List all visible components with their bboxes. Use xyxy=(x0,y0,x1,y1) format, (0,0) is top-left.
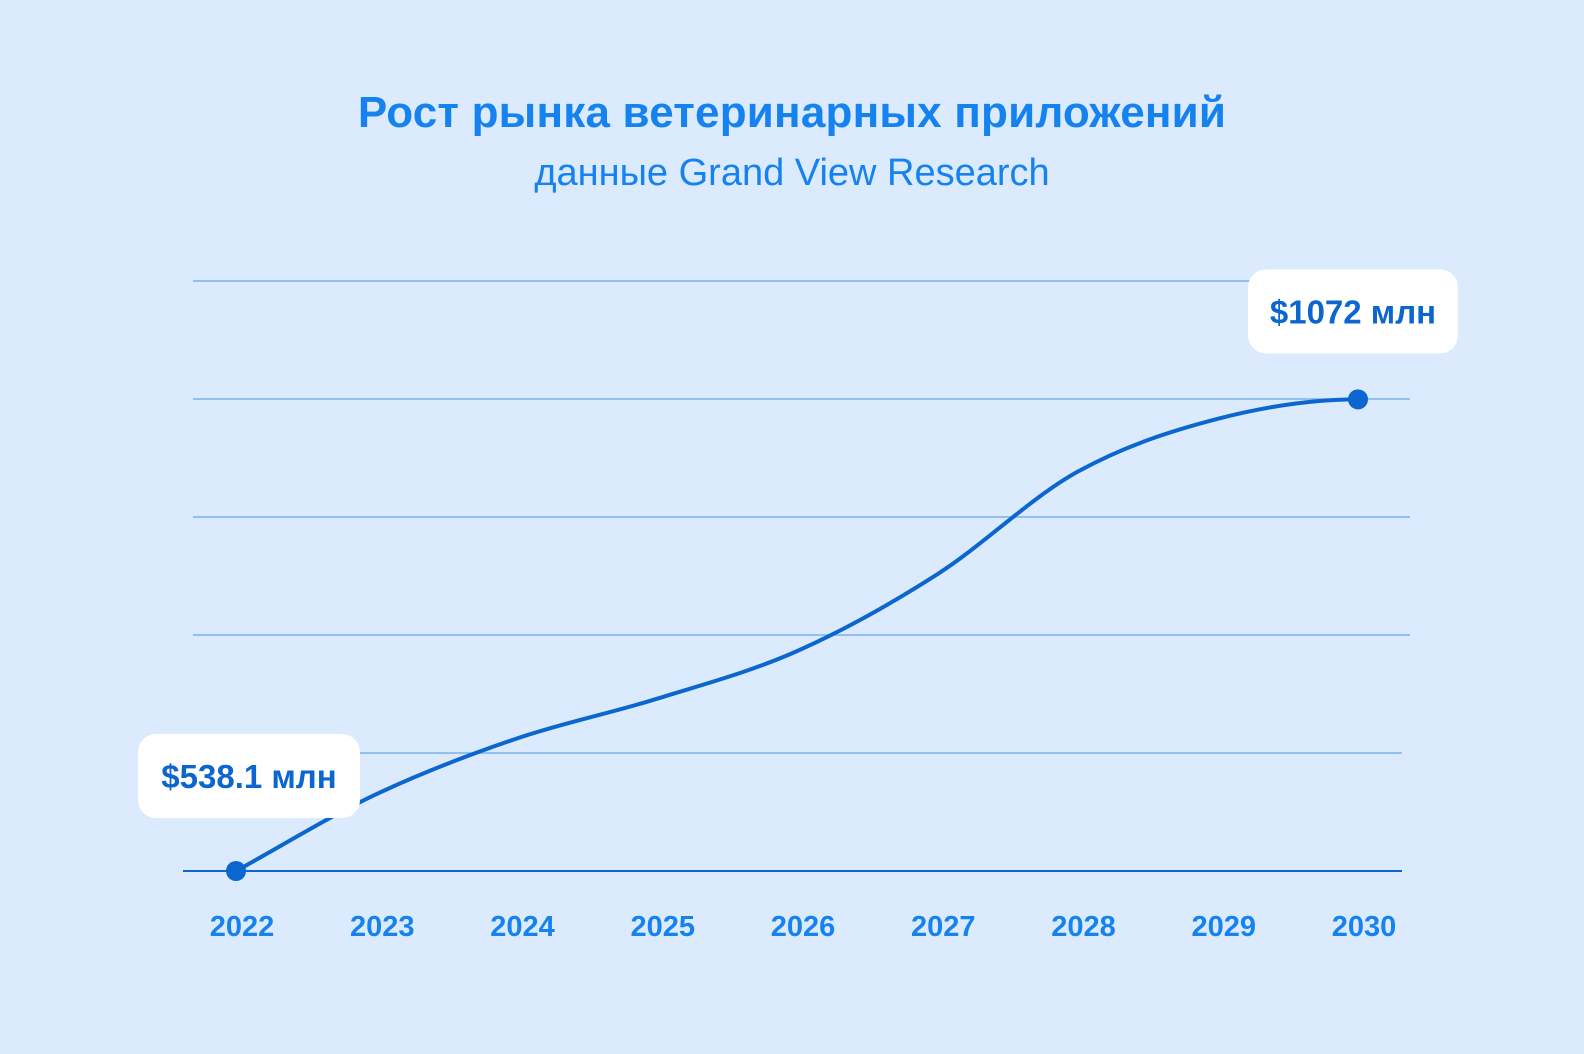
value-callout: $1072 млн xyxy=(1248,269,1458,354)
endpoint-marker xyxy=(226,861,246,881)
callout-label: $538.1 млн xyxy=(161,758,336,795)
endpoint-marker xyxy=(1348,389,1368,410)
series-layer xyxy=(226,389,1368,881)
callout-box xyxy=(138,734,360,818)
grid-lines xyxy=(183,280,1410,872)
series-line xyxy=(234,397,1360,873)
x-tick-label: 2022 xyxy=(210,911,275,943)
x-tick-label: 2029 xyxy=(1191,911,1256,943)
x-tick-label: 2023 xyxy=(350,911,415,943)
x-tick-label: 2024 xyxy=(490,911,555,943)
x-tick-label: 2030 xyxy=(1332,911,1397,943)
chart-subtitle: данные Grand View Research xyxy=(534,152,1050,194)
x-axis-labels: 2022 2023 2024 2025 2026 2027 2028 2029 2030 xyxy=(210,911,1397,943)
chart-title: Рост рынка ветеринарных приложений xyxy=(357,88,1227,137)
x-tick-label: 2028 xyxy=(1051,911,1116,943)
x-tick-label: 2027 xyxy=(911,911,976,943)
value-callout: $538.1 млн xyxy=(138,734,360,818)
x-tick-label: 2026 xyxy=(771,911,836,943)
x-tick-label: 2025 xyxy=(630,911,695,943)
callout-label: $1072 млн xyxy=(1270,293,1436,330)
callout-box xyxy=(1248,269,1458,354)
callouts-layer: $538.1 млн $1072 млн xyxy=(138,269,1458,818)
